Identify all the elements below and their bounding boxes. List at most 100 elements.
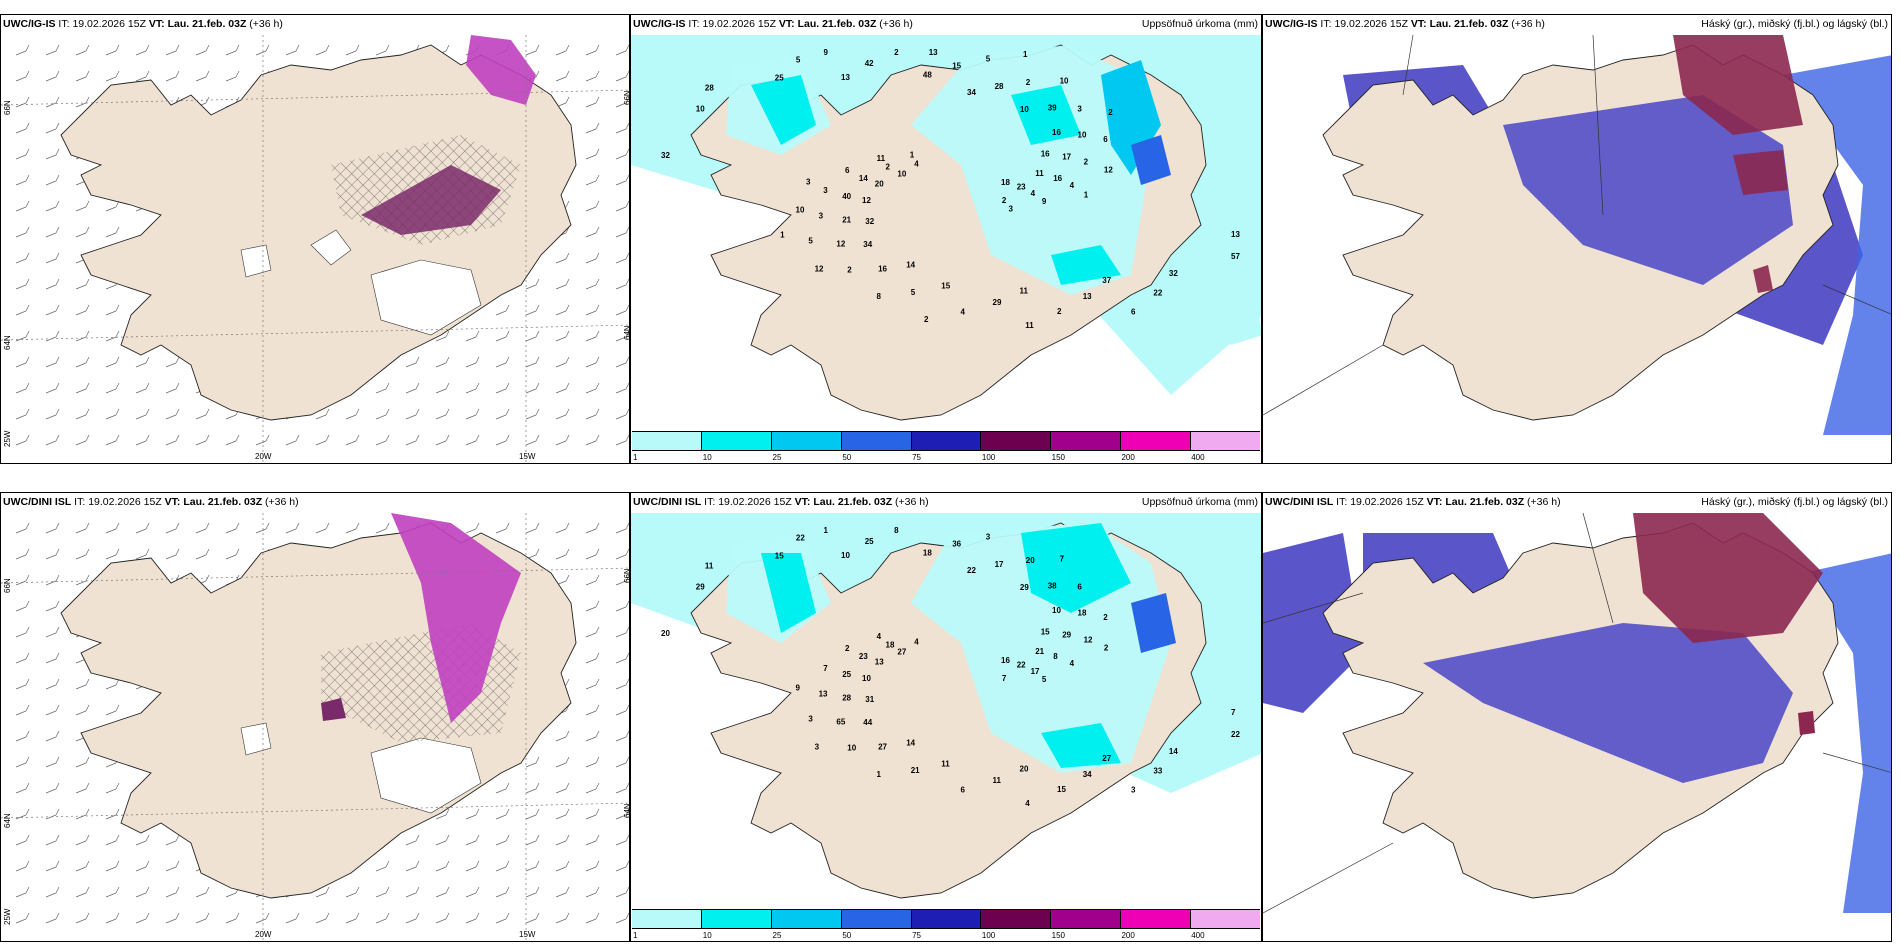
precip-value-label: 4 — [1070, 659, 1075, 668]
precip-value-label: 10 — [1052, 606, 1061, 615]
wind-panel-ig-is[interactable]: UWC/IG-IS IT: 19.02.2026 15Z VT: Lau. 21… — [0, 14, 630, 464]
low-cloud-inland — [1423, 623, 1793, 783]
colorbar-tick: 25 — [772, 931, 782, 940]
precip-value-label: 1 — [780, 231, 785, 240]
precip-value-label: 25 — [775, 73, 784, 82]
precip-value-label: 8 — [1053, 652, 1058, 661]
colorbar-swatch — [632, 910, 702, 928]
precip-magenta — [466, 35, 536, 105]
precip-cyan — [1021, 523, 1131, 613]
low-cloud — [1263, 533, 1363, 713]
precip-value-label: 11 — [1025, 321, 1034, 330]
precip-value-label: 28 — [995, 82, 1004, 91]
cloud-panel-dini[interactable]: UWC/DINI ISL IT: 19.02.2026 15Z VT: Lau.… — [1262, 492, 1892, 942]
precip-value-label: 12 — [862, 196, 871, 205]
precip-value-label: 4 — [961, 308, 966, 317]
high-cloud — [1753, 265, 1773, 293]
precip-value-label: 14 — [1169, 747, 1178, 756]
precip-value-label: 5 — [1042, 675, 1047, 684]
precip-value-label: 4 — [1070, 181, 1075, 190]
model-name: UWC/DINI ISL — [3, 496, 72, 508]
precip-value-label: 21 — [1035, 647, 1044, 656]
panel-title: UWC/IG-IS IT: 19.02.2026 15Z VT: Lau. 21… — [1265, 18, 1545, 30]
field-name: Uppsöfnuð úrkoma (mm) — [1141, 18, 1258, 30]
colorbar-swatch — [981, 910, 1052, 928]
precip-value-label: 10 — [796, 205, 805, 214]
precip-panel-dini[interactable]: UWC/DINI ISL IT: 19.02.2026 15Z VT: Lau.… — [630, 492, 1262, 942]
precip-value-label: 3 — [986, 533, 991, 542]
lon-label-side: 25W — [3, 430, 12, 447]
precip-value-label: 7 — [823, 664, 828, 673]
precip-value-label: 4 — [914, 159, 919, 168]
precip-value-label: 3 — [823, 186, 828, 195]
panel-title: UWC/DINI ISL IT: 19.02.2026 15Z VT: Lau.… — [633, 496, 929, 508]
precip-value-label: 29 — [993, 298, 1002, 307]
lon-label: 15W — [519, 930, 536, 939]
precip-value-label: 57 — [1231, 252, 1240, 261]
vt-label: VT: — [778, 18, 795, 30]
colorbar-swatch — [841, 432, 912, 450]
it-label: IT: — [704, 496, 716, 508]
colorbar-swatch — [1051, 432, 1122, 450]
precip-panel-ig-is[interactable]: UWC/IG-IS IT: 19.02.2026 15Z VT: Lau. 21… — [630, 14, 1262, 464]
precip-cyan — [1041, 723, 1121, 768]
high-cloud — [1633, 513, 1823, 643]
precip-value-label: 2 — [886, 163, 891, 172]
precip-value-label: 11 — [941, 759, 950, 768]
lat-label: 64N — [623, 325, 630, 340]
precip-value-label: 14 — [906, 261, 915, 270]
lat-label: 64N — [623, 803, 630, 818]
cloud-map — [1263, 34, 1891, 435]
field-name: Uppsöfnuð úrkoma (mm) — [1141, 496, 1258, 508]
init-time: 19.02.2026 15Z — [718, 496, 792, 508]
precip-value-label: 21 — [842, 216, 851, 225]
precip-value-label: 6 — [1077, 582, 1082, 591]
precip-cyan — [1011, 85, 1081, 145]
lead-time: (+36 h) — [265, 496, 299, 508]
precip-value-label: 10 — [1020, 105, 1029, 114]
projection-line — [1263, 592, 1364, 624]
gridline — [1, 324, 629, 341]
valid-time: Lau. 21.feb. 03Z — [1445, 496, 1525, 508]
cloud-panel-ig-is[interactable]: UWC/IG-IS IT: 19.02.2026 15Z VT: Lau. 21… — [1262, 14, 1892, 464]
precip-value-label: 15 — [952, 61, 961, 70]
colorbar-tick: 150 — [1051, 931, 1066, 940]
precip-value-label: 25 — [865, 537, 874, 546]
precip-value-label: 16 — [1052, 128, 1061, 137]
field-name: Háský (gr.), miðský (fj.bl.) og lágský (… — [1701, 496, 1888, 508]
precip-value-label: 27 — [897, 648, 906, 657]
colorbar-tick: 25 — [772, 453, 782, 462]
colorbar — [632, 909, 1261, 929]
lat-label: 64N — [3, 813, 12, 828]
precip-value-label: 7 — [1002, 674, 1007, 683]
wind-map — [1, 35, 629, 463]
precip-value-label: 3 — [1009, 205, 1014, 214]
precip-value-label: 5 — [986, 55, 991, 64]
projection-line — [1822, 752, 1891, 773]
precip-magenta — [391, 513, 521, 723]
precip-value-label: 9 — [824, 48, 829, 57]
precip-value-label: 20 — [1026, 556, 1035, 565]
precip-value-label: 36 — [952, 539, 961, 548]
cloud-map — [1263, 512, 1891, 914]
precip-value-label: 18 — [923, 548, 932, 557]
precip-cyan — [1051, 245, 1121, 285]
precip-value-label: 22 — [1017, 660, 1026, 669]
it-label: IT: — [1320, 18, 1332, 30]
wind-panel-dini[interactable]: UWC/DINI ISL IT: 19.02.2026 15Z VT: Lau.… — [0, 492, 630, 942]
precip-value-label: 13 — [875, 658, 884, 667]
colorbar-swatch — [841, 910, 912, 928]
precip-value-label: 6 — [845, 166, 850, 175]
precip-value-label: 23 — [859, 652, 868, 661]
precip-value-label: 15 — [941, 281, 950, 290]
precip-value-label: 21 — [911, 766, 920, 775]
precip-value-label: 6 — [1103, 135, 1108, 144]
init-time: 19.02.2026 15Z — [1334, 18, 1408, 30]
precip-purple — [361, 165, 501, 235]
precip-value-label: 2 — [1108, 108, 1113, 117]
precip-value-label: 11 — [877, 154, 886, 163]
precip-value-label: 20 — [1020, 764, 1029, 773]
colorbar-tick: 75 — [912, 453, 922, 462]
precip-value-label: 6 — [961, 786, 966, 795]
